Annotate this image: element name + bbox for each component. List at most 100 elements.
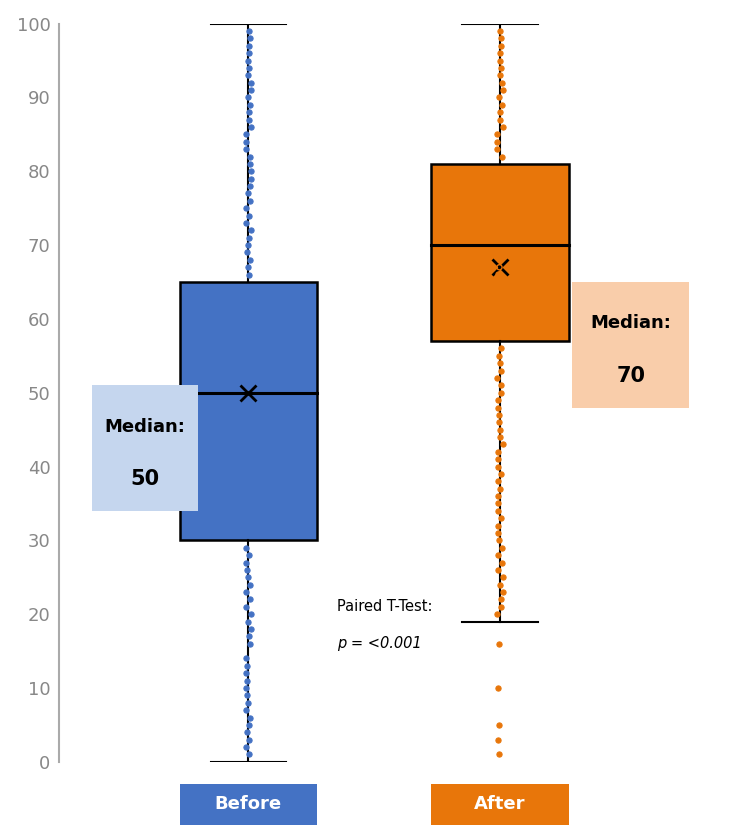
Point [495, 62, 507, 75]
Point [493, 718, 504, 731]
Point [492, 681, 504, 695]
Point [491, 142, 503, 156]
Point [243, 106, 254, 119]
Point [493, 261, 505, 274]
Point [240, 416, 252, 429]
Point [245, 150, 257, 163]
Point [242, 68, 254, 82]
Point [491, 607, 503, 621]
Point [492, 445, 504, 458]
Text: Median:: Median: [590, 314, 671, 332]
Point [240, 681, 252, 695]
Point [492, 217, 504, 230]
Point [240, 127, 251, 141]
Point [496, 209, 507, 222]
Text: After: After [474, 796, 526, 813]
Point [241, 726, 253, 739]
Point [243, 630, 255, 643]
Point [243, 24, 254, 37]
Point [240, 290, 251, 303]
Point [240, 741, 252, 754]
Point [245, 120, 257, 133]
Point [245, 593, 257, 606]
Point [494, 106, 506, 119]
Point [246, 607, 257, 621]
Point [242, 438, 254, 451]
Point [243, 39, 255, 52]
Point [496, 342, 507, 355]
Point [243, 305, 255, 318]
Point [241, 246, 253, 259]
Point [491, 372, 503, 385]
Point [495, 305, 507, 318]
Point [495, 320, 507, 333]
Bar [572, 282, 690, 407]
Point [243, 261, 254, 274]
Point [493, 54, 505, 67]
Point [243, 231, 254, 244]
Point [243, 718, 254, 731]
Point [243, 209, 255, 222]
Point [244, 637, 256, 651]
Point [497, 246, 509, 259]
Point [494, 431, 506, 444]
Point [240, 556, 252, 569]
Point [243, 748, 255, 761]
Point [240, 423, 252, 436]
Point [494, 47, 506, 60]
Point [492, 460, 504, 473]
Point [497, 586, 509, 599]
Point [492, 563, 504, 576]
Text: 50: 50 [130, 470, 160, 490]
Point [492, 733, 504, 746]
Point [243, 445, 254, 458]
Point [496, 364, 507, 377]
Point [493, 637, 504, 651]
Point [496, 150, 508, 163]
Point [246, 83, 257, 97]
Point [241, 659, 253, 672]
Point [244, 194, 256, 207]
Text: Median:: Median: [105, 418, 185, 436]
Point [492, 401, 504, 414]
Point [242, 696, 254, 710]
Point [492, 135, 504, 148]
Point [493, 91, 505, 104]
Point [495, 423, 507, 436]
Point [243, 548, 255, 561]
Point [492, 504, 504, 517]
Point [497, 571, 509, 584]
Point [240, 666, 252, 680]
Point [243, 408, 255, 421]
Point [494, 578, 506, 591]
Point [492, 231, 504, 244]
Point [240, 586, 252, 599]
Point [242, 334, 254, 347]
Point [243, 733, 254, 746]
Point [493, 452, 504, 466]
Point [492, 519, 504, 532]
Point [496, 386, 507, 399]
Point [246, 320, 257, 333]
Point [242, 342, 254, 355]
Point [240, 651, 251, 665]
Point [493, 475, 504, 488]
Point [492, 548, 504, 561]
Point [496, 556, 508, 569]
Text: 70: 70 [616, 367, 645, 387]
Point [493, 408, 505, 421]
Point [241, 431, 253, 444]
Point [241, 496, 253, 510]
Point [240, 357, 251, 370]
Point [495, 39, 507, 52]
Point [243, 711, 255, 724]
Point [493, 349, 505, 362]
Point [495, 113, 507, 127]
Point [240, 600, 252, 613]
Point [243, 62, 255, 75]
Point [243, 615, 254, 628]
Bar [180, 784, 317, 825]
Point [496, 179, 508, 192]
Bar [431, 784, 569, 825]
Point [244, 98, 256, 112]
